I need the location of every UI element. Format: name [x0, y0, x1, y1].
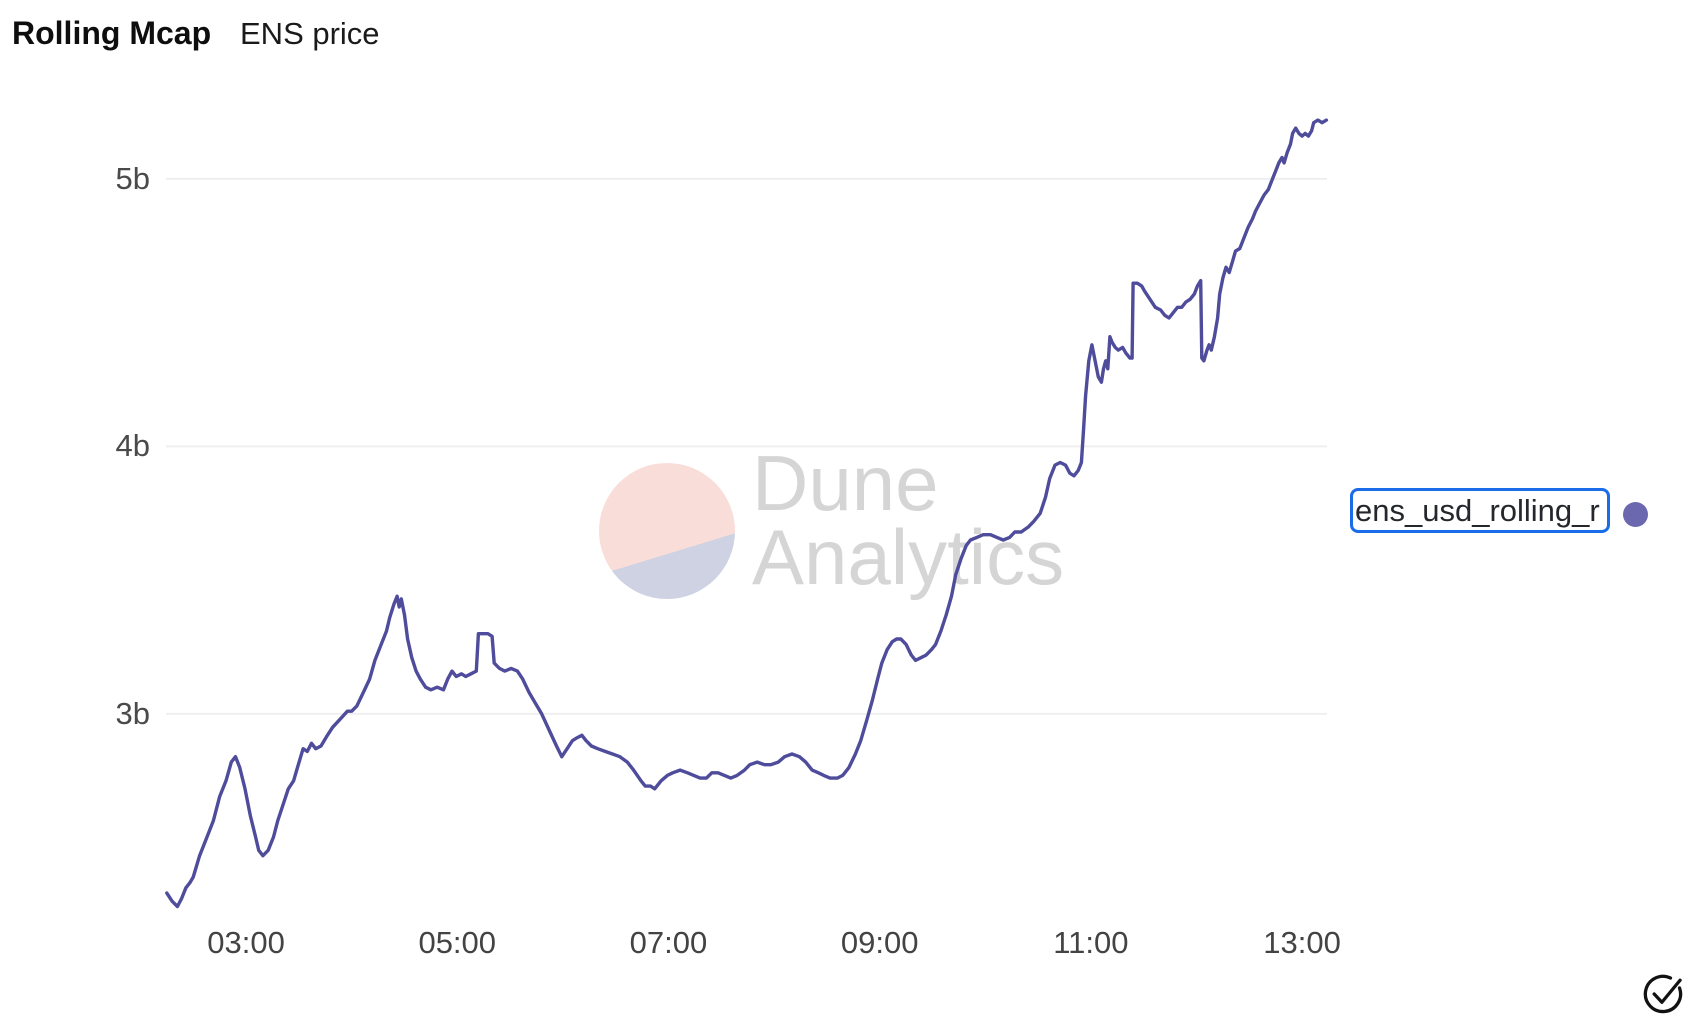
x-axis-tick-label: 05:00: [418, 925, 497, 960]
y-axis-tick-label: 3b: [115, 695, 150, 731]
x-axis-tick-label: 11:00: [1053, 925, 1129, 960]
page-title: Rolling Mcap: [12, 15, 212, 51]
x-axis-tick-label: 13:00: [1263, 925, 1341, 960]
x-axis-tick-label: 03:00: [207, 925, 285, 960]
legend-series-dot[interactable]: [1623, 502, 1648, 527]
page-subtitle: ENS price: [240, 16, 380, 51]
legend-label-text: ens_usd_rolling_r: [1355, 493, 1600, 528]
x-axis-tick-label: 07:00: [629, 925, 708, 960]
check-circle-icon: [1643, 974, 1683, 1014]
y-axis-tick-label: 5b: [115, 160, 150, 196]
legend-label-input[interactable]: ens_usd_rolling_r: [1350, 488, 1610, 533]
x-axis-tick-label: 09:00: [840, 925, 919, 960]
series-line: [165, 118, 1329, 909]
y-axis-tick-label: 4b: [115, 428, 150, 464]
